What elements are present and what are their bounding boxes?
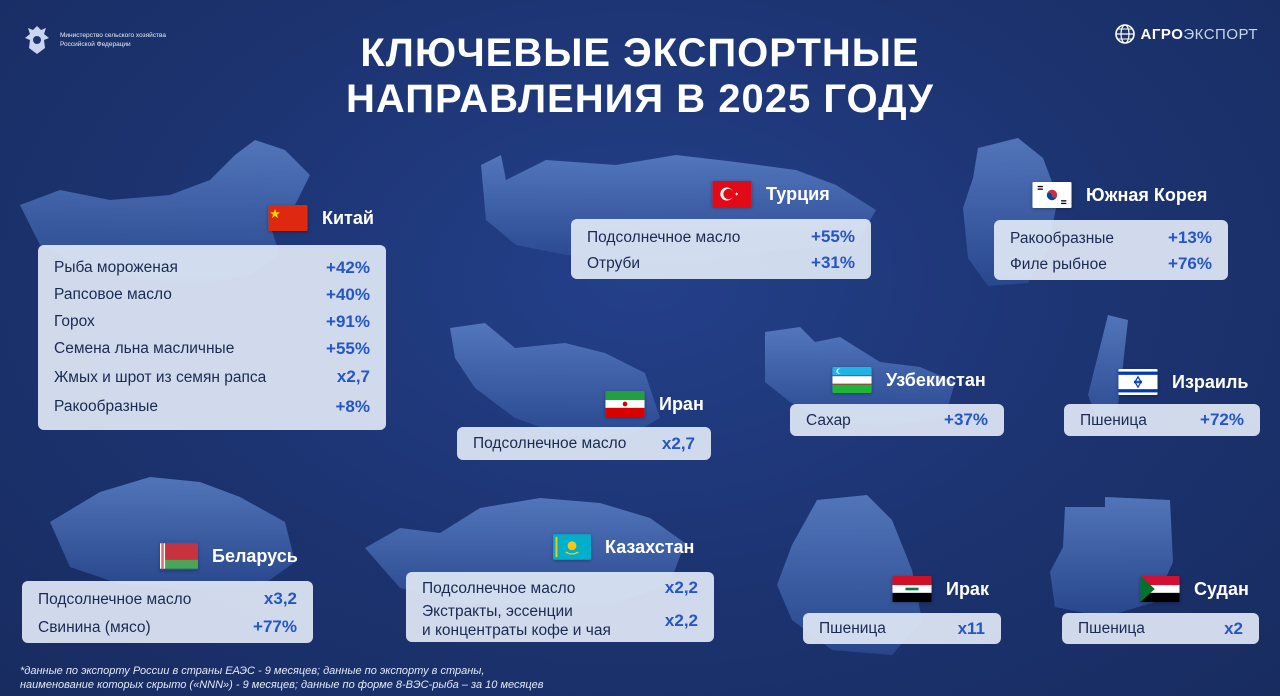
list-item: Ракообразные +13%: [1010, 228, 1212, 247]
ministry-logo: Министерство сельского хозяйства Российс…: [22, 24, 166, 56]
country-name: Судан: [1194, 578, 1249, 599]
country-iraq: Ирак: [892, 576, 989, 602]
globe-icon: [1114, 24, 1135, 44]
country-turkey: Турция: [712, 181, 830, 207]
israel-map: [1078, 315, 1138, 435]
iran-flag-icon: [605, 391, 645, 417]
ministry-name: Министерство сельского хозяйства Российс…: [60, 32, 167, 48]
kazakhstan-card: Подсолнечное масло х2,2 Экстракты, эссенц…: [406, 572, 714, 642]
country-sudan: Судан: [1140, 576, 1249, 602]
china-flag-icon: [268, 205, 308, 231]
list-item: Семена льна масличные +55%: [54, 338, 370, 358]
list-item: Горох +91%: [54, 311, 370, 331]
country-israel: Израиль: [1118, 369, 1248, 395]
south-korea-flag-icon: [1032, 182, 1072, 208]
agroexport-logo: АГРОЭКСПОРТ: [1114, 24, 1258, 44]
list-item: Подсолнечное масло х2,7: [473, 433, 695, 453]
turkey-flag-icon: [712, 181, 752, 207]
footnote: *данные по экспорту России в страны ЕАЭС…: [20, 665, 544, 691]
list-item: Рыба мороженая +42%: [54, 257, 370, 277]
uzbekistan-flag-icon: [832, 367, 872, 393]
country-name: Беларусь: [212, 545, 298, 566]
list-item: Жмых и шрот из семян рапса х2,7: [54, 367, 370, 386]
country-china: Китай: [268, 205, 374, 231]
list-item: Рапсовое масло +40%: [54, 284, 370, 304]
country-name: Израиль: [1172, 371, 1249, 392]
brand-name: АГРОЭКСПОРТ: [1140, 25, 1258, 43]
list-item: Пшеница х11: [819, 618, 985, 638]
list-item: Отруби +31%: [587, 253, 855, 272]
list-item: Филе рыбное +76%: [1010, 254, 1212, 273]
list-item: Подсолнечное масло +55%: [587, 227, 855, 246]
kazakhstan-flag-icon: [553, 534, 591, 560]
country-uzbekistan: Узбекистан: [832, 367, 986, 393]
country-name: Южная Корея: [1086, 184, 1208, 205]
list-item: Ракообразные +8%: [54, 396, 370, 416]
iran-map: [445, 318, 665, 443]
country-belarus: Беларусь: [160, 542, 298, 570]
belarus-map: [40, 472, 300, 592]
iran-card: Подсолнечное масло х2,7: [457, 427, 711, 460]
country-name: Турция: [766, 183, 830, 204]
list-item: Подсолнечное масло х2,2: [422, 578, 698, 597]
sudan-flag-icon: [1140, 576, 1180, 602]
coat-of-arms-icon: [22, 24, 52, 56]
china-card: Рыба мороженая +42% Рапсовое масло +40% Го…: [38, 245, 386, 430]
south-korea-card: Ракообразные +13% Филе рыбное +76%: [994, 220, 1228, 280]
list-item: Сахар +37%: [806, 410, 988, 429]
page-title: КЛЮЧЕВЫЕ ЭКСПОРТНЫЕ НАПРАВЛЕНИЯ В 2025 Г…: [346, 31, 934, 121]
belarus-flag-icon: [160, 542, 198, 570]
iraq-card: Пшеница х11: [803, 613, 1001, 644]
israel-card: Пшеница +72%: [1064, 404, 1260, 436]
country-name: Казахстан: [605, 536, 695, 557]
uzbekistan-card: Сахар +37%: [790, 404, 1004, 436]
israel-flag-icon: [1118, 369, 1158, 395]
country-kazakhstan: Казахстан: [553, 534, 694, 560]
country-iran: Иран: [605, 391, 704, 417]
iraq-flag-icon: [892, 576, 932, 602]
belarus-card: Подсолнечное масло х3,2 Свинина (мясо) +77…: [22, 581, 313, 643]
country-name: Иран: [659, 393, 704, 414]
country-name: Китай: [322, 207, 374, 228]
list-item: Пшеница х2: [1078, 618, 1243, 638]
list-item: Экстракты, эссенции и концентраты кофе и …: [422, 603, 698, 639]
sudan-map: [1045, 492, 1175, 622]
sudan-card: Пшеница х2: [1062, 613, 1259, 644]
list-item: Подсолнечное масло х3,2: [38, 589, 297, 608]
turkey-card: Подсолнечное масло +55% Отруби +31%: [571, 219, 871, 279]
list-item: Свинина (мясо) +77%: [38, 617, 297, 636]
country-south-korea: Южная Корея: [1032, 182, 1207, 208]
country-name: Узбекистан: [886, 369, 986, 390]
list-item: Пшеница +72%: [1080, 410, 1244, 429]
country-name: Ирак: [946, 578, 989, 599]
